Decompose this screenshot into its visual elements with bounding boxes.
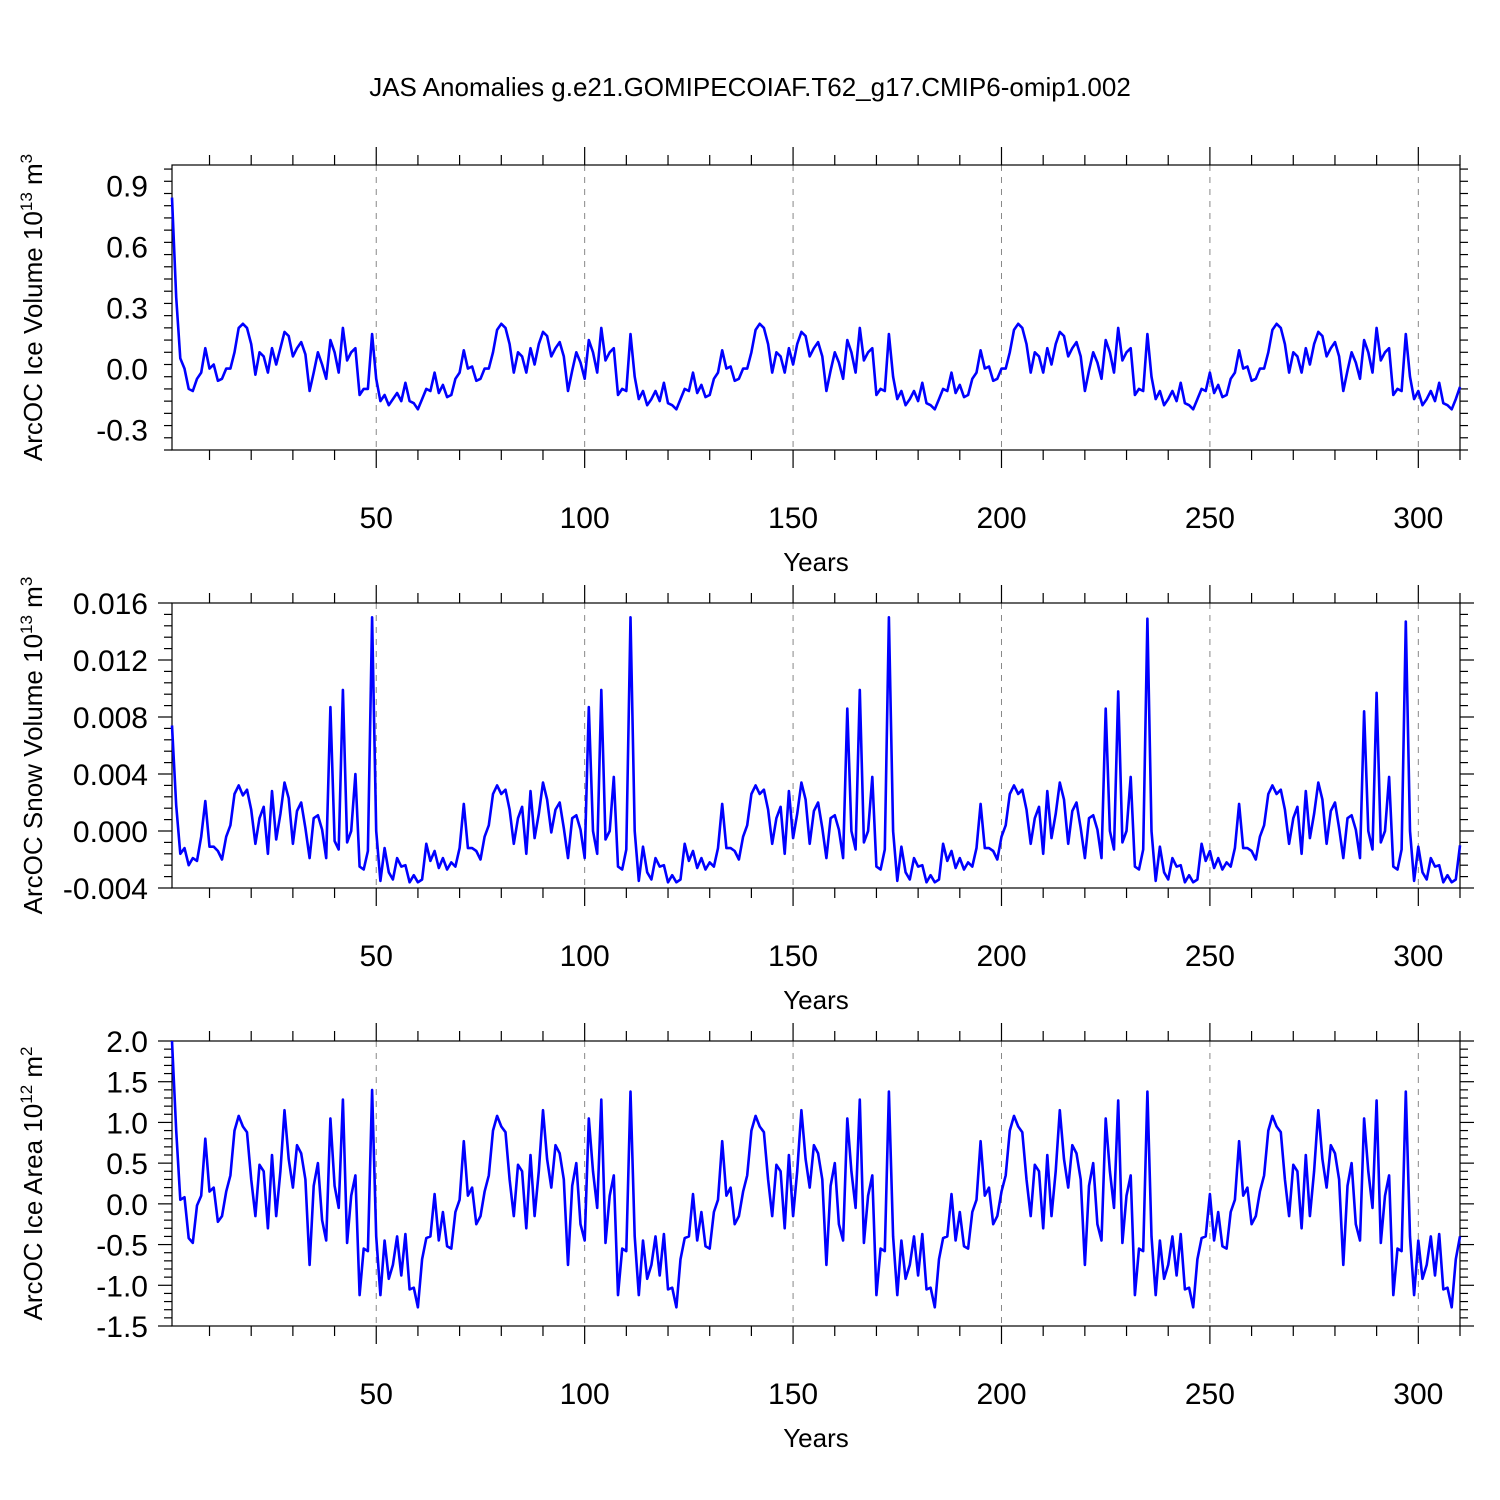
- ytick-label: 0.3: [106, 293, 148, 326]
- ytick-label: 0.0: [106, 1189, 148, 1222]
- ytick-label: 0.9: [106, 170, 148, 203]
- ytick-label: 0.004: [73, 759, 148, 792]
- ytick-label: 0.000: [73, 816, 148, 849]
- series-line: [170, 1040, 1462, 1309]
- ytick-label: -0.3: [96, 415, 148, 448]
- ytick-label: 0.008: [73, 702, 148, 735]
- xtick-label: 50: [360, 940, 393, 973]
- ytick-label: 1.0: [106, 1107, 148, 1140]
- ytick-label: 0.012: [73, 645, 148, 678]
- xtick-label: 300: [1393, 502, 1443, 535]
- y-axis-label: ArcOC Ice Volume 1013 m3: [17, 154, 48, 461]
- series-line: [170, 615, 1462, 884]
- panels: 0.9 0.6 0.3 0.0 -0.3 50 100 150 200 250 300 Years Ar…: [17, 147, 1474, 1453]
- xtick-label: 250: [1185, 502, 1235, 535]
- ytick-label: 2.0: [106, 1026, 148, 1059]
- y-axis-label: ArcOC Ice Area 1012 m2: [17, 1046, 48, 1320]
- ytick-label: -0.5: [96, 1230, 148, 1263]
- xtick-label: 50: [360, 1378, 393, 1411]
- x-axis-label: Years: [783, 985, 849, 1015]
- x-axis-label: Years: [783, 1423, 849, 1453]
- xtick-label: 100: [560, 940, 610, 973]
- series-line: [170, 197, 1462, 411]
- plot-frame: [171, 602, 1461, 889]
- xtick-label: 250: [1185, 940, 1235, 973]
- xtick-label: 200: [976, 1378, 1026, 1411]
- ytick-label: 0.0: [106, 354, 148, 387]
- xtick-label: 150: [768, 1378, 818, 1411]
- plot-frame: [171, 1040, 1461, 1327]
- panel-3: 2.0 1.5 1.0 0.5 0.0 -0.5 -1.0 -1.5 50 100 150 200 25…: [17, 1023, 1474, 1453]
- ytick-label: 0.016: [73, 588, 148, 621]
- xtick-label: 150: [768, 940, 818, 973]
- xtick-label: 150: [768, 502, 818, 535]
- xtick-label: 200: [976, 502, 1026, 535]
- xtick-label: 100: [560, 502, 610, 535]
- ytick-label: 0.6: [106, 231, 148, 264]
- xtick-label: 50: [360, 502, 393, 535]
- ytick-label: -0.004: [63, 873, 148, 906]
- xtick-label: 250: [1185, 1378, 1235, 1411]
- ytick-label: -1.0: [96, 1270, 148, 1303]
- xtick-label: 300: [1393, 940, 1443, 973]
- plot-frame: [171, 164, 1461, 451]
- xtick-label: 300: [1393, 1378, 1443, 1411]
- chart-title: JAS Anomalies g.e21.GOMIPECOIAF.T62_g17.…: [369, 72, 1131, 102]
- xtick-label: 100: [560, 1378, 610, 1411]
- ytick-label: 0.5: [106, 1148, 148, 1181]
- panel-1: 0.9 0.6 0.3 0.0 -0.3 50 100 150 200 250 300 Years Ar…: [17, 147, 1468, 577]
- ytick-label: 1.5: [106, 1067, 148, 1100]
- xtick-label: 200: [976, 940, 1026, 973]
- ytick-label: -1.5: [96, 1311, 148, 1344]
- y-axis-label: ArcOC Snow Volume 1013 m3: [17, 577, 48, 915]
- panel-2: 0.016 0.012 0.008 0.004 0.000 -0.004 50 100 150 2…: [17, 577, 1474, 1015]
- x-axis-label: Years: [783, 547, 849, 577]
